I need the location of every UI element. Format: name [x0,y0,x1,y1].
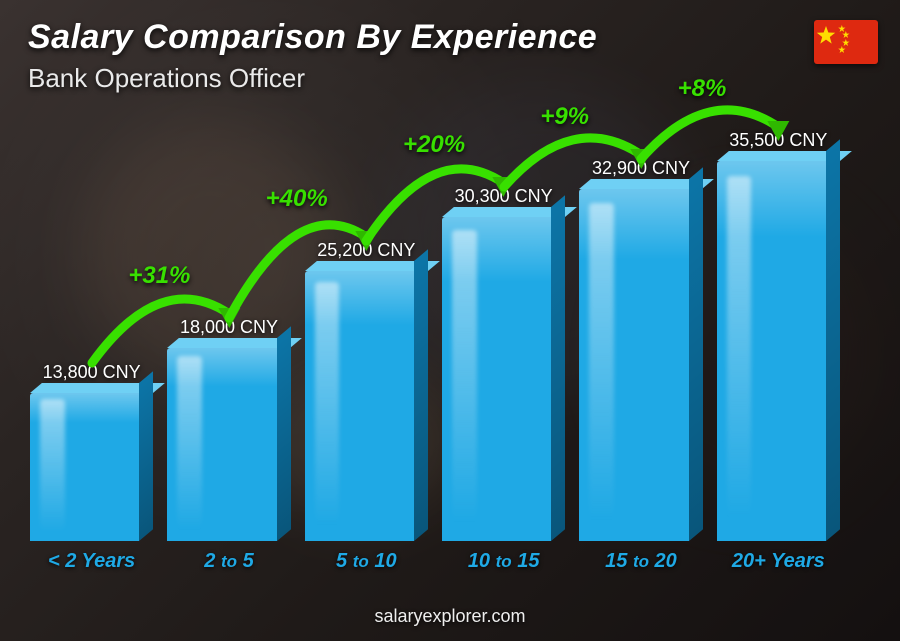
bar-shape [305,271,428,541]
bar-0: 13,800 CNY< 2 Years [30,362,153,541]
bar-category-label: 20+ Years [717,550,840,573]
increase-pct-label: +31% [128,262,190,290]
bar-value-label: 35,500 CNY [729,130,827,151]
bar-2: 25,200 CNY5 to 10 [305,240,428,541]
salary-bar-chart: 13,800 CNY< 2 Years18,000 CNY2 to 525,20… [30,120,840,571]
page-title: Salary Comparison By Experience [28,18,597,57]
bar-5: 35,500 CNY20+ Years [717,130,840,541]
bar-1: 18,000 CNY2 to 5 [167,317,290,541]
bar-category-label: 15 to 20 [579,550,702,573]
bar-value-label: 13,800 CNY [43,362,141,383]
bar-value-label: 25,200 CNY [317,240,415,261]
bar-shape [717,161,840,541]
country-flag-icon [814,20,878,64]
bar-shape [167,348,290,541]
header: Salary Comparison By Experience Bank Ope… [28,18,597,94]
bar-4: 32,900 CNY15 to 20 [579,158,702,541]
bar-3: 30,300 CNY10 to 15 [442,186,565,541]
bar-category-label: 10 to 15 [442,550,565,573]
bar-shape [579,189,702,541]
bar-value-label: 30,300 CNY [455,186,553,207]
bar-value-label: 32,900 CNY [592,158,690,179]
increase-pct-label: +20% [403,131,465,159]
footer-credit: salaryexplorer.com [0,606,900,627]
bar-category-label: < 2 Years [30,550,153,573]
increase-pct-label: +9% [540,103,589,131]
bar-shape [30,393,153,541]
increase-pct-label: +8% [678,75,727,103]
bar-shape [442,217,565,541]
page-subtitle: Bank Operations Officer [28,63,597,94]
bar-category-label: 5 to 10 [305,550,428,573]
bar-category-label: 2 to 5 [167,550,290,573]
bar-value-label: 18,000 CNY [180,317,278,338]
increase-pct-label: +40% [266,185,328,213]
infographic-stage: Salary Comparison By Experience Bank Ope… [0,0,900,641]
